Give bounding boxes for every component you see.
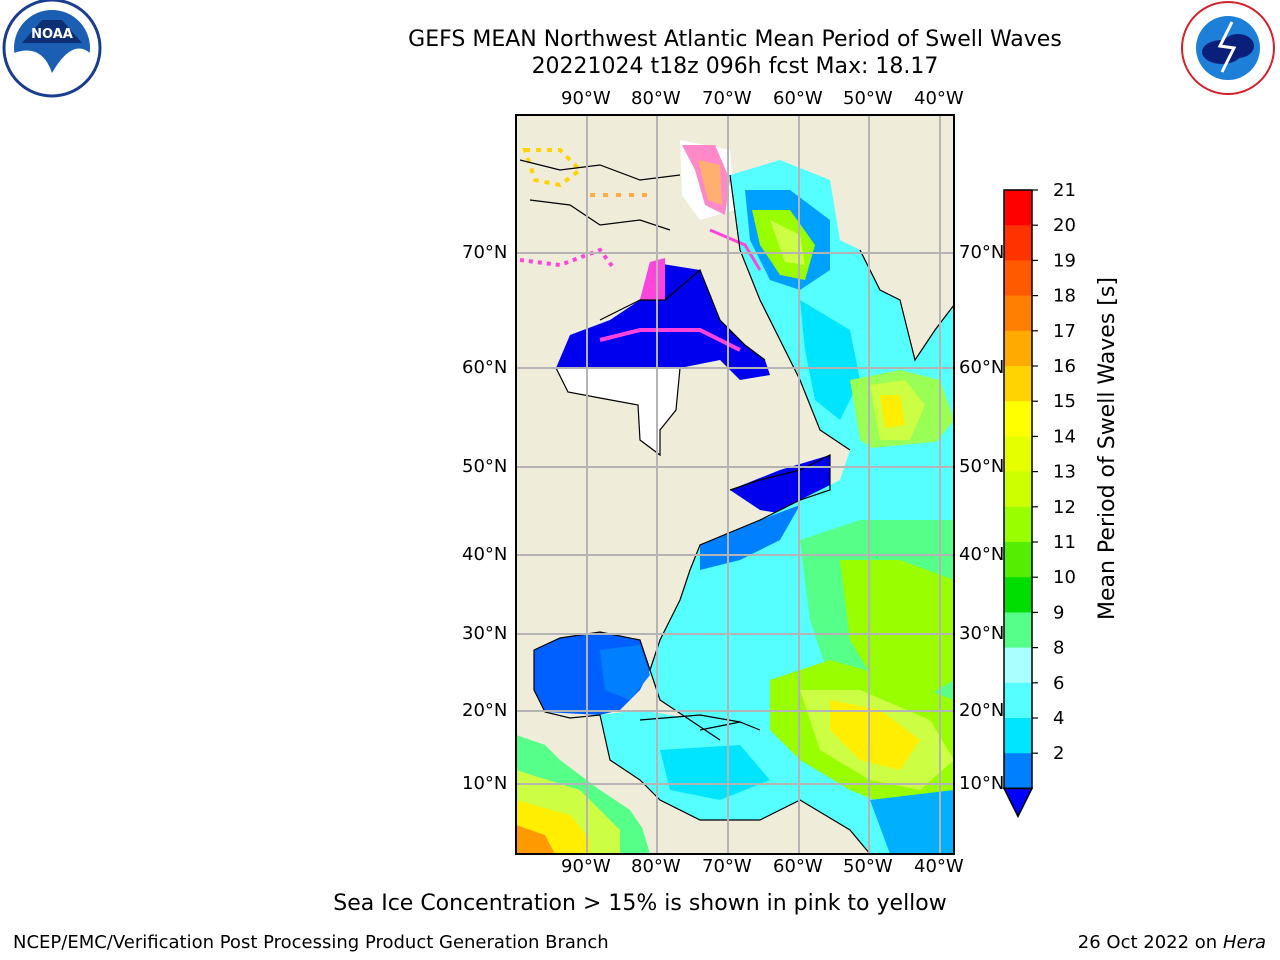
- colorbar-segment: [1004, 612, 1032, 649]
- colorbar-tick-label: 4: [1053, 708, 1064, 729]
- greenland: [830, 115, 954, 360]
- footer-right: 26 Oct 2022 on Hera: [1078, 932, 1266, 953]
- colorbar-segment: [1004, 577, 1032, 613]
- footer-machine: Hera: [1222, 932, 1266, 953]
- colorbar-segment: [1004, 506, 1032, 543]
- noaa-logo: NOAA: [2, 0, 102, 98]
- lon-label-top: 50°W: [843, 88, 893, 109]
- lat-label-right: 20°N: [959, 700, 1005, 721]
- map-subtitle: 20221024 t18z 096h fcst Max: 18.17: [531, 54, 939, 79]
- colorbar-segment: [1004, 647, 1032, 684]
- colorbar-segment: [1004, 542, 1032, 578]
- lon-label-top: 70°W: [702, 88, 752, 109]
- colorbar-tick-label: 20: [1053, 215, 1076, 236]
- footer-date: 26 Oct 2022 on: [1077, 932, 1218, 953]
- lon-label-top: 90°W: [561, 88, 611, 109]
- arctic-islands: [516, 115, 954, 270]
- lat-label-right: 10°N: [959, 773, 1005, 794]
- lat-label-right: 70°N: [959, 242, 1005, 263]
- national-weather-service-logo: [1181, 1, 1275, 95]
- colorbar-segment: [1004, 225, 1032, 261]
- south-america: [660, 800, 870, 854]
- colorbar-segment: [1004, 260, 1032, 297]
- foxe-basin: [556, 262, 770, 380]
- colorbar-tick-label: 13: [1053, 462, 1076, 483]
- lat-label-left: 60°N: [462, 357, 508, 378]
- colorbar-segment: [1004, 682, 1032, 719]
- colorbar-tick-label: 18: [1053, 286, 1076, 307]
- colorbar-segment: [1004, 190, 1032, 226]
- lon-label-bottom: 50°W: [843, 856, 893, 877]
- lon-label-bottom: 90°W: [561, 856, 611, 877]
- colorbar-tick-label: 16: [1053, 356, 1076, 377]
- lat-label-left: 50°N: [462, 456, 508, 477]
- lon-label-bottom: 80°W: [631, 856, 681, 877]
- svg-text:NOAA: NOAA: [31, 27, 73, 42]
- lat-label-right: 40°N: [959, 544, 1005, 565]
- colorbar-tick-label: 17: [1053, 321, 1076, 342]
- lat-label-left: 10°N: [462, 773, 508, 794]
- colorbar-frame: [1003, 189, 1033, 790]
- map-title: GEFS MEAN Northwest Atlantic Mean Period…: [408, 27, 1062, 52]
- colorbar-tick-label: 15: [1053, 391, 1076, 412]
- colorbar-segment: [1004, 295, 1032, 332]
- colorbar-extend-arrow: [1002, 787, 1034, 819]
- colorbar-segment: [1004, 471, 1032, 508]
- lat-label-right: 50°N: [959, 456, 1005, 477]
- lat-label-right: 60°N: [959, 357, 1005, 378]
- colorbar-tick-label: 6: [1053, 673, 1064, 694]
- colorbar-tick-label: 14: [1053, 426, 1076, 447]
- colorbar-label: Mean Period of Swell Waves [s]: [1095, 277, 1120, 620]
- lat-label-left: 30°N: [462, 623, 508, 644]
- colorbar-tick-label: 10: [1053, 567, 1076, 588]
- lat-label-left: 20°N: [462, 700, 508, 721]
- sea-ice-note: Sea Ice Concentration > 15% is shown in …: [333, 891, 947, 916]
- lon-label-bottom: 40°W: [914, 856, 964, 877]
- lon-label-top: 80°W: [631, 88, 681, 109]
- map-frame: [515, 114, 955, 855]
- colorbar-segment: [1004, 330, 1032, 367]
- colorbar-segment: [1004, 366, 1032, 402]
- graticule: [516, 115, 954, 854]
- colorbar-segment: [1004, 436, 1032, 473]
- colorbar-segment: [1004, 753, 1032, 789]
- colorbar-tick-label: 21: [1053, 180, 1076, 201]
- lat-label-left: 70°N: [462, 242, 508, 263]
- colorbar-tick-label: 12: [1053, 497, 1076, 518]
- sea-ice: [519, 148, 762, 352]
- colorbar-tick-label: 19: [1053, 250, 1076, 271]
- colorbar-segment: [1004, 718, 1032, 754]
- colorbar-segment: [1004, 401, 1032, 437]
- lon-label-bottom: 70°W: [702, 856, 752, 877]
- lon-label-bottom: 60°W: [773, 856, 823, 877]
- lat-label-right: 30°N: [959, 623, 1005, 644]
- colorbar: 21 20 19 18 17 16 15 14 13 12 11 10 9 8 6 4 2: [1002, 180, 1076, 819]
- lat-label-left: 40°N: [462, 544, 508, 565]
- footer-left: NCEP/EMC/Verification Post Processing Pr…: [13, 932, 609, 953]
- colorbar-tick-label: 8: [1053, 638, 1064, 659]
- colorbar-tick-label: 2: [1053, 743, 1064, 764]
- colorbar-tick-label: 9: [1053, 602, 1064, 623]
- lon-label-top: 60°W: [773, 88, 823, 109]
- lon-label-top: 40°W: [914, 88, 964, 109]
- colorbar-tick-label: 11: [1053, 532, 1076, 553]
